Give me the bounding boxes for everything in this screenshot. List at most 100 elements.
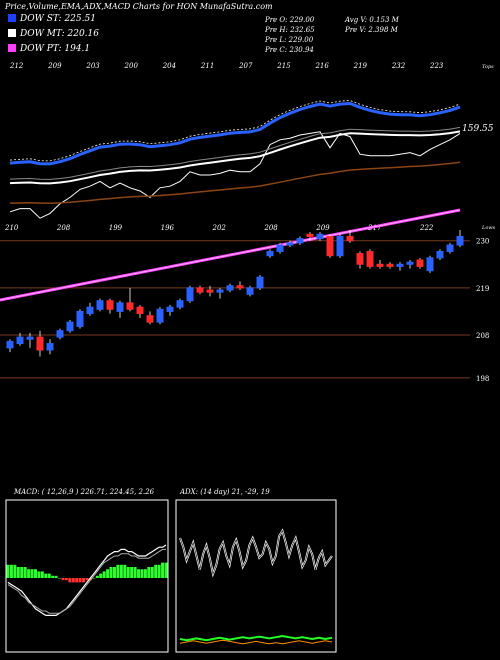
ema-short-line [9,101,461,166]
macd-hist-bar-7 [30,569,34,578]
macd-title: MACD: ( 12,26,9 ) 226.71, 224.45, 2.26 [14,488,155,496]
top-label-1: 209 [47,62,62,70]
y-tick-label-3: 198 [476,375,489,383]
dow-st-label: DOW ST: 225.51 [20,14,96,24]
macd-hist-bar-35 [126,567,130,578]
pre-close: Pre C: 230.94 [265,46,314,54]
macd-hist-bar-25 [92,578,96,579]
dow-pt-line-highlight [0,209,461,301]
candle-body-28 [286,242,294,246]
candle-body-44 [446,244,454,252]
bottom-label-6: 209 [315,224,330,232]
macd-hist-bar-21 [78,578,82,583]
macd-hist-bar-34 [123,564,127,578]
macd-panel [5,499,169,653]
plus-di-line [179,634,333,642]
candle-body-0 [6,340,14,349]
macd-hist-bar-45 [161,562,165,578]
bottom-label-3: 196 [161,224,175,232]
macd-hist-bar-11 [44,573,48,578]
candle-body-2 [26,336,34,340]
macd-hist-bar-3 [16,567,20,578]
candle-body-23 [236,285,244,289]
macd-hist-bar-30 [109,567,113,578]
pre-volume: Pre V: 2.398 M [345,26,398,34]
macd-hist-bar-16 [61,578,65,581]
adx-panel [175,499,337,653]
candle-body-45 [456,235,464,246]
tops-caption: Tops [482,64,494,70]
macd-hist-bar-15 [58,578,62,579]
pre-low: Pre L: 229.00 [265,36,314,44]
dow-st-legend: DOW ST: 225.51 [8,14,96,24]
candle-body-19 [196,287,204,293]
candle-body-5 [56,330,64,338]
macd-hist-bar-46 [164,562,168,578]
adx-title: ADX: (14 day) 21, -29, 19 [180,488,270,496]
candle-body-42 [426,257,434,272]
macd-hist-bar-38 [137,569,141,578]
dow-st-swatch [8,14,16,22]
macd-hist-bar-18 [68,578,72,583]
bottom-label-0: 210 [4,224,19,232]
macd-hist-bar-41 [147,567,151,578]
ema-mid-shadow [9,126,461,180]
top-label-11: 223 [429,62,444,70]
candle-body-30 [306,233,314,237]
top-label-9: 219 [353,62,368,70]
ema-long-line [9,161,461,204]
candle-body-4 [46,343,54,351]
avg-volume: Avg V: 0.153 M [345,16,399,24]
top-label-8: 216 [314,62,329,70]
macd-hist-bar-4 [20,567,24,578]
candle-body-9 [96,300,104,310]
ema-short-dots [9,100,461,162]
ema-value-label: 159.55 [462,124,494,134]
candle-body-7 [76,310,84,327]
macd-hist-bar-1 [9,564,13,578]
lows-caption: Lows [481,225,496,231]
macd-line [7,544,167,616]
macd-hist-bar-27 [99,573,103,578]
candle-body-32 [326,235,334,257]
candle-body-3 [36,336,44,351]
candle-body-34 [346,235,354,242]
candle-body-27 [276,244,284,252]
top-label-3: 200 [124,62,139,70]
candle-body-1 [16,336,24,345]
candle-body-26 [266,250,274,257]
candle-body-38 [386,263,394,267]
minus-di-line [179,639,333,645]
pre-open: Pre O: 229.00 [265,16,315,24]
pre-high: Pre H: 232.65 [265,26,315,34]
bottom-label-5: 208 [263,224,278,232]
macd-hist-bar-40 [143,569,147,578]
macd-hist-bar-36 [130,567,134,578]
candle-body-35 [356,253,364,265]
candle-body-40 [406,261,414,265]
bottom-label-1: 208 [56,224,71,232]
macd-hist-bar-8 [33,569,37,578]
candle-body-24 [246,287,254,295]
ema-mid-line [9,130,461,185]
macd-hist-bar-12 [47,573,51,578]
macd-hist-bar-14 [54,575,58,578]
candle-body-37 [376,263,384,267]
macd-hist-bar-23 [85,578,89,581]
candle-body-22 [226,285,234,291]
macd-hist-bar-31 [112,567,116,578]
macd-hist-bar-17 [64,578,68,581]
macd-hist-bar-24 [88,578,92,581]
macd-hist-bar-19 [71,578,75,583]
candle-body-20 [206,289,214,293]
macd-hist-bar-6 [27,569,31,578]
top-label-10: 232 [391,62,406,70]
candle-body-41 [416,259,424,267]
top-label-0: 212 [9,62,24,70]
candle-body-12 [126,302,134,310]
y-tick-label-0: 230 [476,238,489,246]
macd-hist-bar-39 [140,569,144,578]
macd-hist-bar-37 [133,567,137,578]
top-label-4: 204 [162,62,176,70]
bottom-label-2: 199 [109,224,123,232]
